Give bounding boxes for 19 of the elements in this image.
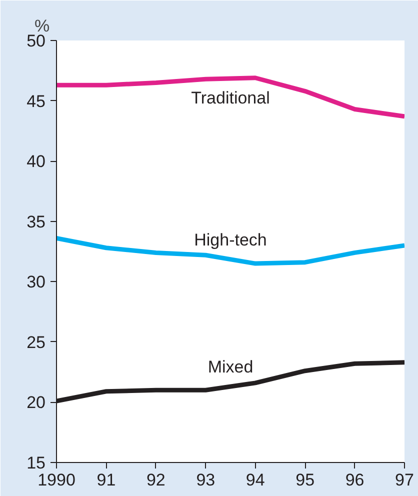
y-tick-label: 45 (26, 92, 46, 111)
y-tick-label: 20 (26, 393, 46, 412)
x-tick-label: 96 (345, 470, 364, 490)
series-label: Traditional (191, 88, 270, 108)
x-tick-label: 1990 (38, 470, 76, 490)
x-tick-label: 93 (196, 470, 216, 490)
series-label: High-tech (194, 230, 267, 250)
y-tick-label: 40 (26, 152, 46, 172)
y-tick-label: 15 (26, 454, 46, 472)
y-tick-label: 35 (26, 212, 46, 232)
x-tick-label: 97 (395, 470, 414, 490)
y-tick-label: 25 (26, 332, 46, 352)
series-label: Mixed (208, 358, 254, 377)
x-tick-label: 94 (246, 470, 265, 490)
x-tick-label: 92 (146, 470, 166, 490)
x-tick-label: 95 (296, 470, 315, 490)
y-tick-label: 30 (26, 272, 46, 292)
x-tick-label: 91 (96, 470, 116, 490)
line-series (56, 76, 404, 119)
